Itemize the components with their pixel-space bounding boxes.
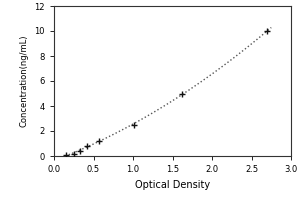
- Y-axis label: Concentration(ng/mL): Concentration(ng/mL): [20, 35, 29, 127]
- X-axis label: Optical Density: Optical Density: [135, 180, 210, 190]
